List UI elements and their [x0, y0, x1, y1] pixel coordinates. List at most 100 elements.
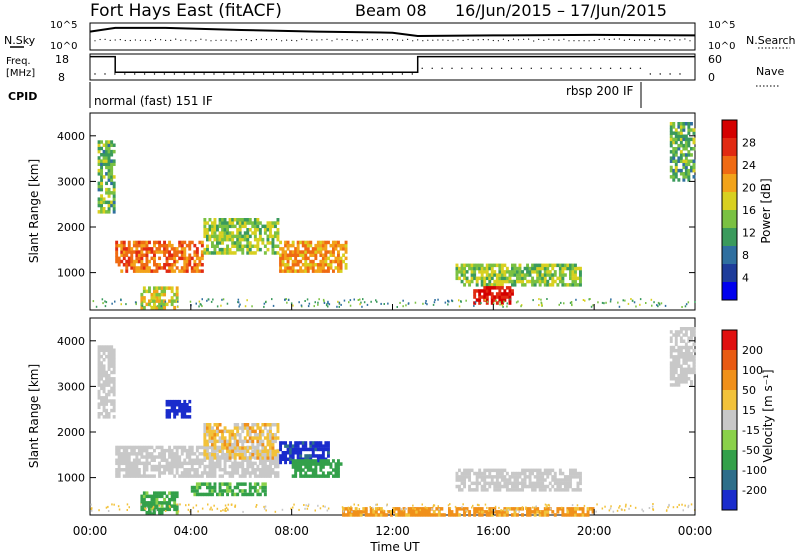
rti-cell: [669, 361, 673, 365]
rti-cell: [211, 429, 214, 434]
rti-cell: [455, 273, 459, 277]
rti-cell: [183, 461, 187, 466]
rti-cell: [112, 175, 116, 179]
rti-speckle: [609, 507, 612, 510]
nsearch-point: [689, 40, 691, 42]
rti-cell: [238, 426, 242, 430]
rti-speckle: [376, 300, 378, 303]
rti-cell: [203, 449, 207, 453]
rti-cell: [137, 468, 141, 472]
rti-cell: [170, 302, 174, 307]
rti-cell: [674, 333, 678, 337]
rti-speckle: [185, 504, 187, 507]
rti-cell: [238, 448, 242, 453]
rti-speckle: [412, 507, 414, 510]
rti-cell: [470, 263, 474, 268]
colorbar-tick-label: 50: [742, 384, 756, 397]
rti-cell: [246, 456, 250, 460]
rti-cell: [266, 458, 270, 462]
rti-cell: [142, 299, 146, 303]
rti-cell: [304, 240, 308, 245]
rti-cell: [208, 492, 212, 497]
rti-cell: [206, 485, 209, 490]
rti-cell: [110, 175, 114, 179]
rti-cell: [198, 263, 202, 267]
nsky-label: N.Sky: [4, 34, 36, 47]
rti-cell: [556, 481, 560, 486]
rti-cell: [102, 373, 106, 378]
rti-cell: [241, 429, 245, 434]
rti-cell: [498, 484, 502, 489]
rti-cell: [100, 345, 104, 349]
rti-cell: [148, 286, 151, 290]
rti-cell: [130, 263, 134, 267]
rti-cell: [236, 423, 240, 427]
nsearch-point: [255, 39, 257, 41]
rti-cell: [669, 134, 673, 138]
rti-cell: [677, 125, 681, 129]
rti-cell: [203, 445, 207, 450]
rti-cell: [226, 224, 230, 229]
rti-cell: [251, 436, 255, 440]
rti-cell: [684, 134, 688, 138]
rti-cell: [231, 241, 235, 245]
rti-cell: [485, 513, 489, 517]
rti-cell: [500, 263, 504, 268]
rti-cell: [216, 433, 219, 437]
rti-cell: [223, 439, 227, 444]
rti-cell: [261, 433, 265, 437]
time-tick-label: 04:00: [174, 524, 209, 538]
rti-cell: [183, 399, 187, 404]
rti-cell: [261, 241, 265, 245]
rti-cell: [175, 504, 179, 508]
rti-speckle: [432, 303, 435, 306]
rti-cell: [574, 270, 577, 274]
rti-cell: [183, 263, 187, 267]
rti-speckle: [431, 508, 433, 511]
rti-cell: [127, 259, 131, 264]
rti-cell: [571, 468, 575, 473]
rti-cell: [216, 461, 219, 466]
rti-cell: [460, 263, 464, 268]
rti-cell: [521, 484, 525, 489]
nsearch-point: [528, 38, 530, 40]
rti-speckle: [447, 303, 449, 306]
rti-speckle: [624, 505, 627, 508]
rti-cell: [231, 244, 235, 248]
rti-speckle: [657, 305, 659, 308]
rti-cell: [203, 234, 207, 239]
rti-cell: [274, 244, 277, 248]
rti-cell: [226, 234, 230, 239]
rti-cell: [546, 283, 550, 287]
rti-cell: [153, 491, 156, 495]
rti-cell: [511, 289, 514, 293]
nsearch-point: [230, 40, 232, 42]
rti-cell: [505, 481, 509, 486]
rti-cell: [448, 510, 451, 514]
rti-cell: [148, 504, 151, 508]
rti-speckle: [111, 503, 113, 506]
rti-cell: [546, 484, 550, 489]
rti-cell: [324, 250, 328, 254]
rti-cell: [102, 348, 106, 352]
rti-cell: [135, 452, 139, 456]
rti-cell: [226, 231, 230, 235]
rti-cell: [120, 253, 124, 257]
rti-cell: [105, 156, 109, 160]
rti-cell: [526, 484, 530, 489]
rti-cell: [311, 263, 315, 267]
rti-cell: [276, 458, 280, 462]
rti-cell: [188, 452, 192, 456]
rti-cell: [367, 513, 371, 517]
rti-cell: [505, 478, 509, 482]
rti-cell: [153, 455, 156, 459]
rti-cell: [145, 263, 149, 267]
rti-cell: [289, 447, 293, 452]
rti-cell: [321, 444, 325, 448]
rti-cell: [251, 426, 255, 430]
rti-cell: [337, 259, 340, 264]
colorbar-tick-label: 24: [742, 159, 756, 172]
rti-cell: [690, 147, 693, 151]
rti-speckle: [684, 305, 687, 308]
rti-cell: [140, 263, 144, 267]
